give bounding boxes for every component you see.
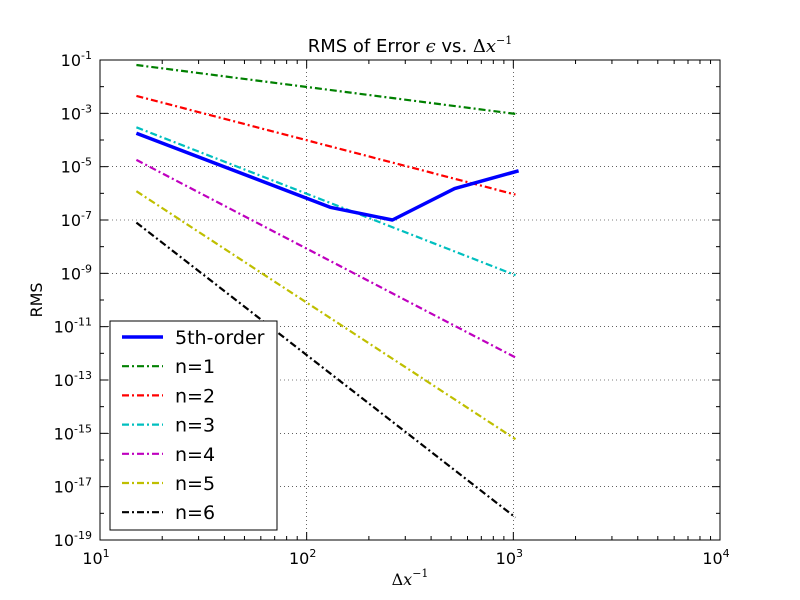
series-line-n-2 xyxy=(136,94,516,196)
legend-label: 5th-order xyxy=(175,327,265,349)
series-layer xyxy=(135,63,520,519)
tick-layer: 101 102 103 104 10-1 10-3 10-5 10-7 10-9 10-11 10-… xyxy=(54,49,730,568)
y-tick-label: 10-3 xyxy=(61,102,92,123)
legend: 5th-order n=1 n=2 n=3 n=4 n=5 n=6 xyxy=(109,320,278,531)
y-tick-label: 10-13 xyxy=(54,369,92,390)
x-tick-label: 102 xyxy=(289,547,316,568)
legend-label: n=1 xyxy=(175,356,215,378)
legend-label: n=3 xyxy=(175,415,215,437)
y-axis-label: RMS xyxy=(27,282,46,317)
series-line-n-6 xyxy=(135,221,517,519)
legend-label: n=6 xyxy=(175,502,215,524)
legend-label: n=5 xyxy=(175,473,215,495)
series-line-5th-order xyxy=(135,131,520,222)
y-tick-label: 10-11 xyxy=(54,316,92,337)
chart-title: RMS of Error ϵ vs. Δx−1 xyxy=(308,34,513,57)
y-tick-label: 10-5 xyxy=(61,156,92,177)
x-tick-label: 103 xyxy=(496,547,523,568)
y-tick-label: 10-19 xyxy=(54,529,92,550)
x-tick-label: 104 xyxy=(702,547,729,568)
x-axis-label: Δx−1 xyxy=(392,567,429,589)
legend-label: n=4 xyxy=(175,444,215,466)
y-tick-label: 10-15 xyxy=(54,422,92,443)
y-tick-label: 10-1 xyxy=(61,49,92,70)
legend-label: n=2 xyxy=(175,385,215,407)
y-tick-label: 10-7 xyxy=(61,209,92,230)
y-tick-label: 10-9 xyxy=(61,262,92,283)
series-line-n-4 xyxy=(135,158,517,359)
series-line-n-5 xyxy=(135,190,517,441)
series-line-n-1 xyxy=(136,63,516,115)
y-tick-label: 10-17 xyxy=(54,476,92,497)
x-tick-label: 101 xyxy=(82,547,109,568)
